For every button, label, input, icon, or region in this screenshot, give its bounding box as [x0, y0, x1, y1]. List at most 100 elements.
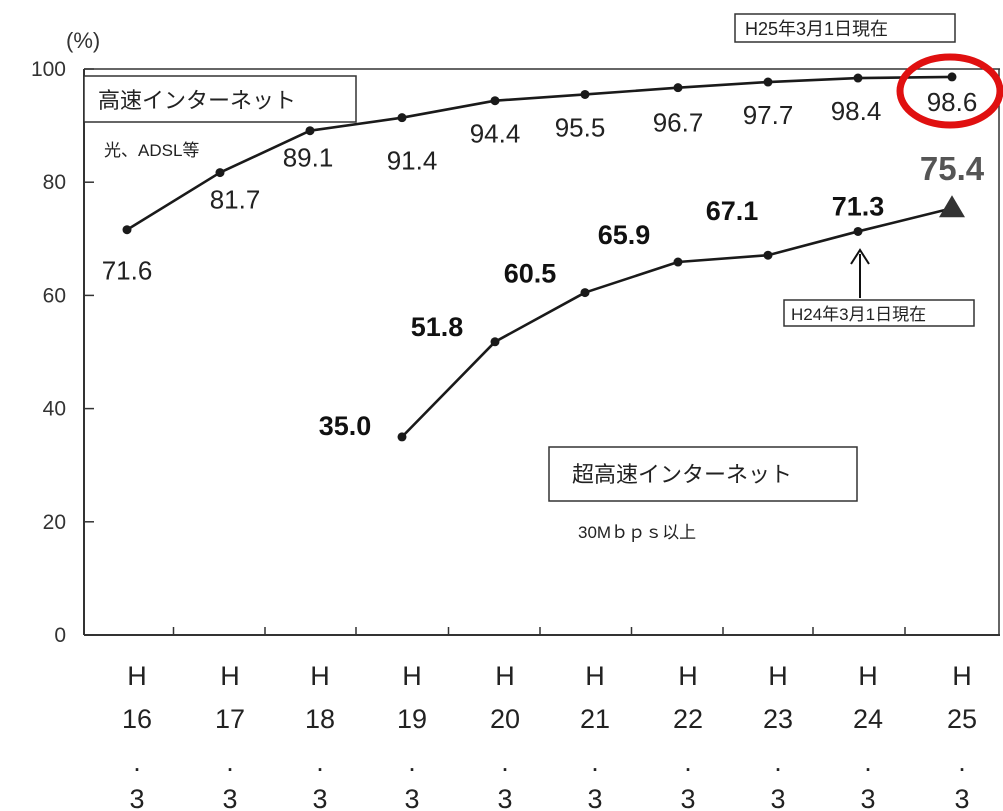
- x-tick-label: 3: [587, 784, 602, 811]
- x-tick-label: 3: [129, 784, 144, 811]
- data-label: 89.1: [283, 143, 334, 173]
- legend-box-high-speed: 高速インターネット: [83, 75, 357, 123]
- x-tick-label: H: [127, 661, 147, 691]
- annotation-arrow: [850, 248, 870, 298]
- data-label: 75.4: [920, 150, 985, 187]
- data-point-marker: [580, 89, 590, 99]
- data-point-marker: [397, 432, 407, 442]
- y-tick-label: 60: [43, 284, 66, 307]
- annotation-inner-date-box: H24年3月1日現在: [783, 299, 975, 327]
- data-point-marker: [122, 225, 132, 235]
- series-line-high-speed: [126, 75, 953, 231]
- x-tick-label: H: [220, 661, 240, 691]
- data-label: 67.1: [706, 196, 759, 226]
- data-point-marker: [673, 257, 683, 267]
- annotation-top-date-label: H25年3月1日現在: [745, 19, 888, 39]
- x-tick-label: .: [501, 747, 509, 777]
- series-points: [122, 72, 965, 442]
- legend-note-ultra-high-speed: 30Mｂｐｓ以上: [578, 523, 696, 542]
- x-tick-label: 20: [490, 704, 520, 734]
- x-tick-label: .: [774, 747, 782, 777]
- series-labels: 71.6 81.7 89.1 91.4 94.4 95.5 96.7 97.7 98.4 98.6…: [102, 87, 985, 441]
- x-tick-label: 18: [305, 704, 335, 734]
- data-label: 60.5: [504, 259, 557, 289]
- data-label: 97.7: [743, 100, 794, 130]
- y-axis-unit-label: (%): [66, 28, 100, 53]
- x-tick-label: 3: [497, 784, 512, 811]
- x-tick-label: 3: [680, 784, 695, 811]
- data-label: 98.4: [831, 96, 882, 126]
- x-tick-label: H: [495, 661, 515, 691]
- x-tick-label: H: [768, 661, 788, 691]
- x-tick-label: 3: [404, 784, 419, 811]
- y-tick-label: 20: [43, 511, 66, 534]
- x-tick-label: .: [133, 747, 141, 777]
- data-point-marker: [853, 226, 863, 236]
- data-label: 35.0: [319, 411, 372, 441]
- data-label: 96.7: [653, 108, 704, 138]
- data-label: 98.6: [927, 87, 978, 117]
- x-tick-label: .: [864, 747, 872, 777]
- x-tick-label: 3: [312, 784, 327, 811]
- x-tick-label: H: [952, 661, 972, 691]
- x-tick-label: .: [958, 747, 966, 777]
- x-tick-label: H: [858, 661, 878, 691]
- x-tick-label: H: [585, 661, 605, 691]
- x-tick-label: 24: [853, 704, 883, 734]
- plot-frame: [83, 68, 1000, 636]
- data-point-marker: [853, 73, 863, 83]
- data-point-marker: [490, 96, 500, 106]
- y-tick-label: 40: [43, 398, 66, 421]
- highlight-circle: [896, 53, 1003, 129]
- y-tick-label: 0: [54, 624, 66, 647]
- x-tick-label: 3: [222, 784, 237, 811]
- x-tick-label: .: [316, 747, 324, 777]
- data-label: 91.4: [387, 146, 438, 176]
- legend-box-ultra-high-speed: 超高速インターネット: [548, 446, 858, 502]
- annotation-top-date-box: H25年3月1日現在: [734, 13, 956, 43]
- data-label: 71.6: [102, 256, 153, 286]
- data-label: 51.8: [411, 312, 464, 342]
- y-axis-ticks: 0 20 40 60 80 100: [31, 58, 94, 647]
- x-tick-label: .: [591, 747, 599, 777]
- legend-label-high-speed: 高速インターネット: [98, 88, 296, 113]
- x-tick-label: 25: [947, 704, 977, 734]
- data-label: 65.9: [598, 220, 651, 250]
- x-tick-label: 3: [770, 784, 785, 811]
- y-tick-label: 80: [43, 171, 66, 194]
- x-axis-ticks: H 16. 3 H 17. 3 H 18. 3 H 19. 3 H 20. 3 H 21. 3 H 22. 3 H 23. 3…: [122, 627, 977, 811]
- x-tick-label: 16: [122, 704, 152, 734]
- legend-note-high-speed: 光、ADSL等: [104, 141, 199, 160]
- data-label: 71.3: [832, 191, 885, 221]
- data-label: 94.4: [470, 119, 521, 149]
- x-tick-label: 22: [673, 704, 703, 734]
- x-tick-label: 3: [954, 784, 969, 811]
- x-tick-label: 19: [397, 704, 427, 734]
- data-point-marker: [763, 77, 773, 87]
- x-tick-label: 17: [215, 704, 245, 734]
- data-point-marker: [580, 288, 590, 298]
- x-tick-label: 23: [763, 704, 793, 734]
- x-tick-label: .: [226, 747, 234, 777]
- x-tick-label: .: [684, 747, 692, 777]
- x-tick-label: H: [402, 661, 422, 691]
- data-point-marker: [763, 250, 773, 260]
- data-label: 81.7: [210, 185, 261, 215]
- x-tick-label: .: [408, 747, 416, 777]
- data-point-marker: [305, 126, 315, 136]
- data-label: 95.5: [555, 112, 606, 142]
- annotation-inner-date-label: H24年3月1日現在: [791, 305, 926, 324]
- data-point-marker: [215, 168, 225, 178]
- data-point-marker: [939, 195, 965, 218]
- x-tick-label: 21: [580, 704, 610, 734]
- x-tick-label: 3: [860, 784, 875, 811]
- x-tick-label: H: [310, 661, 330, 691]
- series-lines: [126, 75, 953, 438]
- data-point-marker: [673, 83, 683, 93]
- legend-label-ultra-high-speed: 超高速インターネット: [572, 462, 792, 487]
- data-point-marker: [397, 113, 407, 123]
- y-tick-label: 100: [31, 58, 66, 81]
- data-point-marker: [490, 337, 500, 347]
- data-point-marker: [947, 72, 957, 82]
